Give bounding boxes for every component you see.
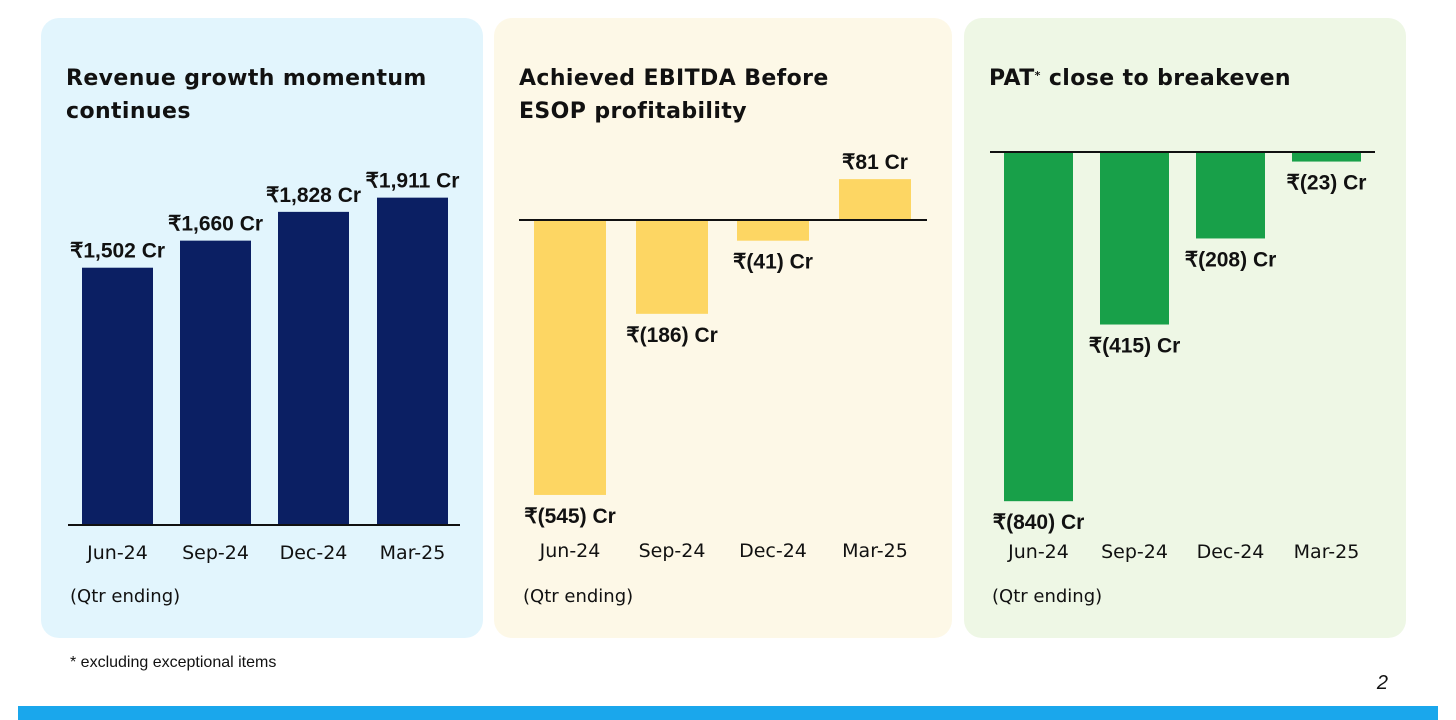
pat-bar-mar-25 [1292, 152, 1361, 162]
pat-bar-sep-24 [1100, 152, 1169, 325]
revenue-value-label-sep-24: ₹1,660 Cr [168, 213, 263, 236]
revenue-category-label-sep-24: Sep-24 [182, 542, 249, 564]
ebitda-bar-sep-24 [636, 220, 708, 314]
revenue-value-label-mar-25: ₹1,911 Cr [366, 170, 460, 193]
ebitda-value-label-mar-25: ₹81 Cr [842, 151, 908, 174]
pat-category-label-dec-24: Dec-24 [1197, 541, 1265, 563]
pat-category-label-mar-25: Mar-25 [1294, 541, 1360, 563]
revenue-chart: ₹1,502 Cr Jun-24 ₹1,660 Cr Sep-24 ₹1,828 Cr D… [68, 170, 460, 564]
ebitda-bar-mar-25 [839, 179, 911, 220]
pat-title-prefix: PAT [989, 66, 1035, 91]
pat-chart: ₹(840) Cr Jun-24 ₹(415) Cr Sep-24 ₹(208) Cr D… [990, 151, 1375, 563]
revenue-value-label-dec-24: ₹1,828 Cr [266, 184, 361, 207]
revenue-category-label-dec-24: Dec-24 [280, 542, 348, 564]
revenue-bar-sep-24 [180, 240, 251, 525]
ebitda-category-label-sep-24: Sep-24 [639, 540, 706, 562]
pat-value-label-jun-24: ₹(840) Cr [993, 511, 1085, 534]
revenue-category-label-jun-24: Jun-24 [86, 542, 148, 564]
pat-value-label-mar-25: ₹(23) Cr [1287, 172, 1367, 195]
ebitda-category-label-dec-24: Dec-24 [739, 540, 807, 562]
page-number: 2 [1376, 672, 1388, 694]
ebitda-value-label-dec-24: ₹(41) Cr [733, 251, 813, 274]
ebitda-bar-jun-24 [534, 220, 606, 495]
pat-value-label-sep-24: ₹(415) Cr [1089, 335, 1181, 358]
revenue-qtr-note: (Qtr ending) [70, 586, 181, 607]
pat-category-label-sep-24: Sep-24 [1101, 541, 1168, 563]
footnote: * excluding exceptional items [70, 654, 277, 671]
revenue-bar-dec-24 [278, 211, 349, 526]
pat-card: PAT* close to breakeven ₹(840) Cr Jun-24 ₹… [964, 18, 1406, 638]
ebitda-qtr-note: (Qtr ending) [523, 586, 634, 607]
pat-bar-dec-24 [1196, 152, 1265, 239]
ebitda-value-label-jun-24: ₹(545) Cr [524, 505, 616, 528]
revenue-card-title: Revenue growth momentum continues [66, 66, 427, 124]
ebitda-chart: ₹(545) Cr Jun-24 ₹(186) Cr Sep-24 ₹(41) Cr De… [519, 151, 927, 562]
ebitda-bar-dec-24 [737, 220, 809, 241]
pat-category-label-jun-24: Jun-24 [1007, 541, 1069, 563]
revenue-category-label-mar-25: Mar-25 [380, 542, 446, 564]
ebitda-category-label-mar-25: Mar-25 [842, 540, 908, 562]
revenue-bar-jun-24 [82, 267, 153, 525]
pat-bar-jun-24 [1004, 152, 1073, 502]
pat-card-title: PAT* close to breakeven [989, 62, 1369, 95]
revenue-card: Revenue growth momentum continues ₹1,502… [41, 18, 483, 638]
ebitda-card-title: Achieved EBITDA Before ESOP profitabilit… [519, 66, 829, 124]
ebitda-category-label-jun-24: Jun-24 [539, 540, 601, 562]
pat-title-suffix: close to breakeven [1040, 66, 1291, 91]
accent-bar [18, 706, 1438, 720]
pat-title-asterisk: * [1034, 69, 1041, 82]
ebitda-value-label-sep-24: ₹(186) Cr [626, 324, 718, 347]
pat-qtr-note: (Qtr ending) [992, 586, 1103, 607]
revenue-bar-mar-25 [377, 197, 448, 526]
ebitda-card: Achieved EBITDA Before ESOP profitabilit… [494, 18, 952, 638]
revenue-value-label-jun-24: ₹1,502 Cr [70, 240, 165, 263]
pat-value-label-dec-24: ₹(208) Cr [1185, 248, 1277, 271]
